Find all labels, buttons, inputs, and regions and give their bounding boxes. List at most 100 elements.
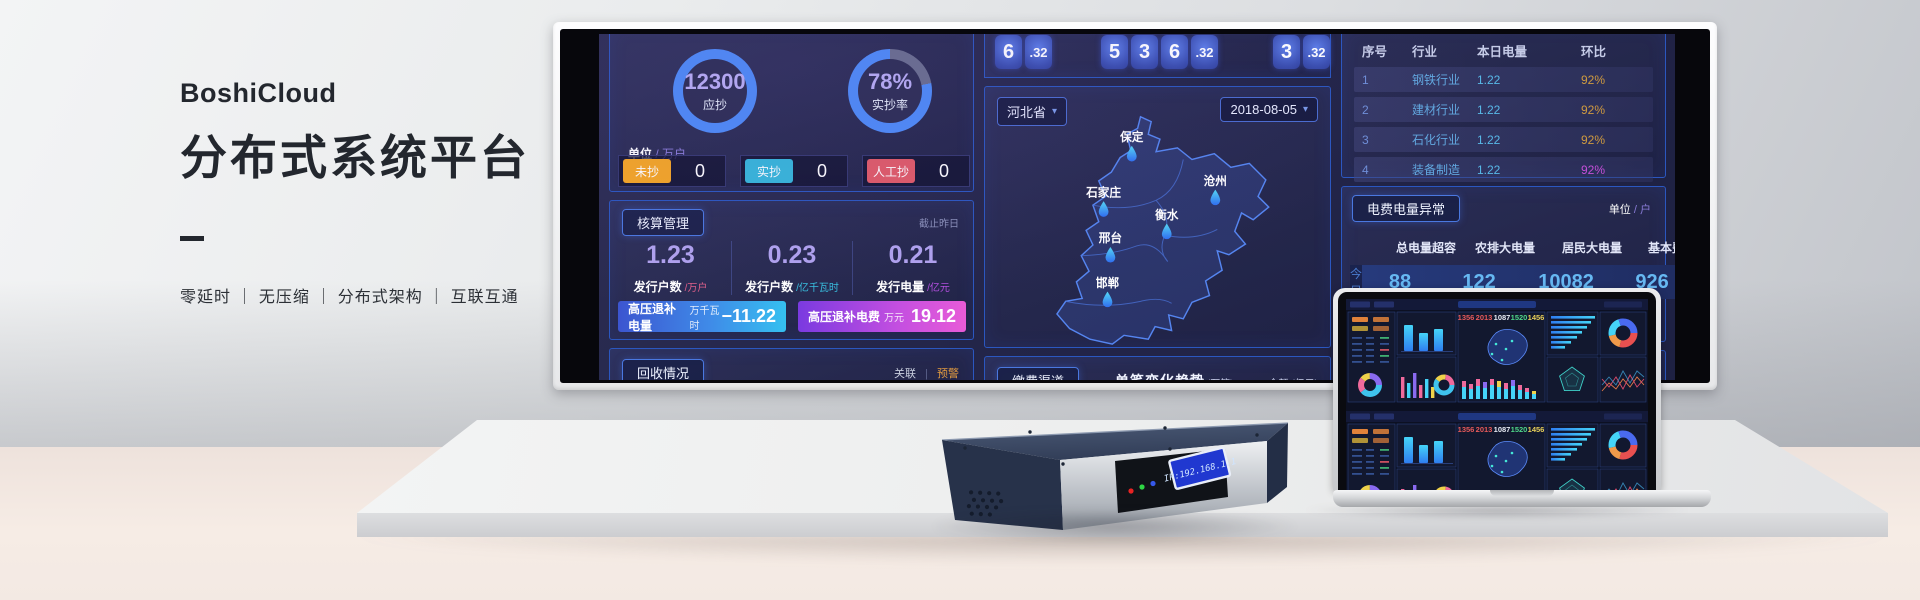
link-guanlian[interactable]: 关联	[894, 368, 917, 380]
anomaly-title-button[interactable]: 电费电量异常	[1352, 195, 1461, 222]
col-header: 基本费异常	[1647, 241, 1675, 255]
city-baoding[interactable]: 保定	[1119, 130, 1144, 162]
anomaly-value: 122	[1462, 270, 1496, 293]
table-row: 3 石化行业 1.22 92%	[1354, 127, 1653, 152]
col-header: 环比	[1581, 45, 1607, 59]
stat-number: 0.23	[767, 241, 817, 269]
city-xingtai[interactable]: 邢台	[1098, 231, 1123, 263]
donut-label: 应抄	[702, 98, 727, 112]
anomaly-unit: 单位 / 户	[1609, 201, 1651, 217]
donut-value: 12300	[684, 69, 746, 94]
date-dropdown[interactable]: 2018-08-05 ▾	[1220, 97, 1318, 122]
cell-energy: 1.22	[1477, 72, 1501, 87]
city-shijiazhuang[interactable]: 石家庄	[1085, 185, 1121, 217]
legend-label: 金额 (亿元)	[1269, 375, 1318, 380]
vent-grille	[966, 490, 1004, 517]
device-left-face	[942, 440, 1063, 530]
stat-weichao: 未抄 0	[618, 155, 726, 187]
hesuan-stats: 1.23 发行户数/万户 0.23 发行户数/亿千瓦时 0.21 发行电量/亿元	[610, 241, 973, 295]
legend-bishu: 笔数 (万笔)	[1163, 375, 1233, 380]
col-header: 本日电量	[1477, 45, 1528, 59]
province-outline	[1056, 115, 1270, 345]
anomaly-value: 926	[1635, 270, 1669, 293]
cell-industry: 建材行业	[1412, 103, 1461, 117]
digit-box: 3	[1131, 35, 1158, 69]
col-header: 总电量超容	[1395, 241, 1456, 255]
device-body: IP:192.168.1.1	[941, 422, 1289, 530]
recycle-links: 关联 | 预警	[894, 365, 959, 380]
stat-value: 0	[694, 160, 705, 181]
table-row: 1 钢铁行业 1.22 92%	[1354, 67, 1653, 92]
stat-value: 0	[938, 160, 949, 181]
hesuan-stat: 1.23 发行户数/万户	[610, 241, 731, 295]
device-edge-highlight	[941, 422, 1289, 441]
unit-suffix: / 户	[1633, 204, 1651, 216]
cell-no: 4	[1362, 162, 1369, 177]
cell-energy: 1.22	[1477, 162, 1501, 177]
bar-unit: 万千瓦时	[689, 305, 720, 332]
gaoya-dianfei-bar: 高压退补电费 万元 19.12	[798, 301, 966, 332]
stat-unit: /万户	[684, 283, 708, 294]
dashboard-screen: 12300 应抄 78% 实抄率 单位 / 万户 未抄 0	[599, 34, 1675, 380]
district-borders	[1065, 159, 1218, 306]
bar-label: 高压退补电费	[808, 310, 881, 324]
laptop-notch	[1490, 490, 1554, 496]
stat-unit: /亿元	[927, 283, 950, 294]
city-hengshui[interactable]: 衡水	[1155, 208, 1179, 240]
col-header: 居民大电量	[1561, 241, 1622, 255]
date-value: 2018-08-05	[1230, 102, 1297, 117]
recycle-panel: 回收情况 关联 | 预警	[609, 348, 974, 380]
hesuan-title-button[interactable]: 核算管理	[622, 209, 705, 236]
chevron-down-icon: ▾	[1052, 106, 1058, 117]
city-cangzhou[interactable]: 沧州	[1204, 174, 1227, 206]
legend-label: 笔数 (万笔)	[1184, 375, 1233, 380]
stat-rengongchao: 人工抄 0	[862, 155, 970, 187]
cell-ratio: 92%	[1581, 72, 1606, 87]
stat-value: 0	[816, 160, 827, 181]
city-label: 石家庄	[1085, 185, 1121, 199]
table-shadow	[340, 534, 1905, 564]
link-separator: |	[925, 368, 928, 380]
stat-label: 发行电量/亿元	[853, 278, 973, 295]
region-value: 河北省	[1007, 105, 1047, 120]
stat-label-text: 发行户数	[745, 280, 794, 294]
digit-counters: 6 .32 5 3 6 .32 3 .32	[995, 35, 1333, 69]
digit-box: .32	[1191, 35, 1218, 69]
city-handan[interactable]: 邯郸	[1096, 276, 1120, 308]
stat-label-text: 发行电量	[876, 280, 925, 294]
region-dropdown[interactable]: 河北省 ▾	[997, 97, 1068, 126]
trend-title: 单笔变化趋势	[1115, 371, 1205, 380]
anomaly-value: 10082	[1538, 270, 1594, 293]
city-label: 邢台	[1098, 231, 1123, 245]
cell-industry: 石化行业	[1412, 133, 1461, 147]
recycle-title-button[interactable]: 回收情况	[622, 359, 705, 380]
link-yujing[interactable]: 预警	[937, 368, 959, 380]
digit-box: 3	[1273, 35, 1300, 69]
stat-label: 发行户数/亿千瓦时	[732, 278, 852, 295]
cell-no: 1	[1362, 72, 1369, 87]
pay-panel: 缴费渠道 单笔变化趋势 笔数 (万笔) 金额 (亿元)	[984, 356, 1331, 380]
laptop-dashboard: 1356 2013 1087 1520 1456	[1346, 299, 1648, 490]
map-pin-icon	[1102, 291, 1113, 308]
pay-tab-button[interactable]: 缴费渠道	[997, 367, 1080, 380]
laptop-screen: 1356 2013 1087 1520 1456	[1346, 299, 1648, 490]
anomaly-headers: 总电量超容 农排大电量 居民大电量 基本费异常	[1388, 239, 1675, 256]
donut-value: 78%	[867, 69, 913, 94]
hebei-map[interactable]: 保定 石家庄 沧州 衡水	[989, 109, 1327, 347]
hero-copy: BoshiCloud 分布式系统平台 零延时 ｜ 无压缩 ｜ 分布式架构 ｜ 互…	[180, 78, 530, 307]
hesuan-stat: 0.21 发行电量/亿元	[852, 241, 973, 295]
donut-yingchao: 12300 应抄	[673, 49, 757, 133]
table-row: 4 装备制造 1.22 92%	[1354, 157, 1653, 182]
gaoya-dianliang-bar: 高压退补电量 万千瓦时 −11.22	[618, 301, 786, 333]
map-pin-icon	[1161, 223, 1172, 240]
col-header: 农排大电量	[1474, 241, 1535, 255]
cell-no: 3	[1362, 132, 1369, 147]
stat-label: 发行户数/万户	[610, 278, 731, 295]
map-pin-icon	[1105, 246, 1116, 263]
city-label: 衡水	[1155, 208, 1179, 222]
industry-table: 序号 行业 本日电量 环比 1 钢铁行业 1.22 92% 2 建材行业	[1354, 37, 1653, 182]
map-pin-icon	[1098, 201, 1109, 217]
link-led	[1150, 480, 1156, 487]
bar-value: −11.22	[721, 306, 776, 326]
donut-shichaolv: 78% 实抄率	[848, 49, 932, 133]
